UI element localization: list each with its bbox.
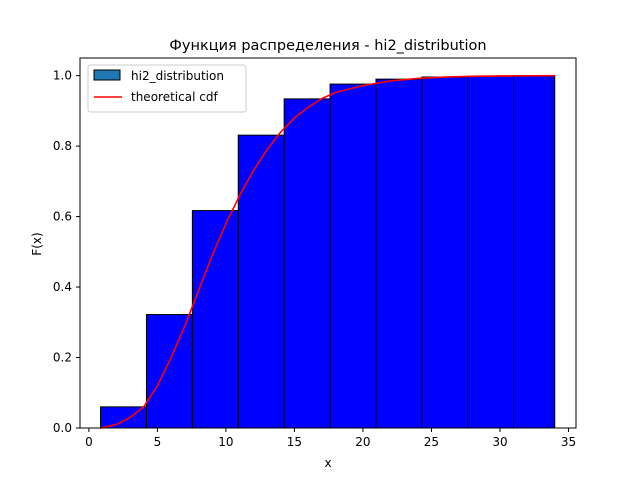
legend-box — [87, 64, 247, 113]
y-tick-label-3: 0.6 — [53, 210, 72, 224]
legend-label-histogram: hi2_distribution — [131, 69, 224, 83]
histogram-bar-4 — [237, 134, 285, 429]
x-axis-label: x — [324, 456, 331, 470]
histogram-bar-7 — [375, 78, 423, 429]
chart-title: Функция распределения - hi2_distribution — [169, 38, 486, 54]
y-tick-label-0: 0.0 — [53, 421, 72, 435]
x-tick-label-0: 0 — [85, 435, 93, 449]
histogram-bar-9 — [467, 75, 515, 429]
legend: hi2_distribution theoretical cdf — [87, 64, 247, 113]
histogram-bar-2 — [145, 314, 193, 429]
plot-frame — [79, 57, 577, 429]
legend-swatch-histogram — [93, 69, 121, 81]
x-tick-label-20: 20 — [355, 435, 370, 449]
histogram-bar-3 — [191, 210, 239, 429]
x-tick-label-15: 15 — [287, 435, 302, 449]
cdf-line-layer — [99, 74, 556, 429]
x-tick-label-25: 25 — [424, 435, 439, 449]
x-tick-label-35: 35 — [561, 435, 576, 449]
x-tick-label-5: 5 — [154, 435, 162, 449]
histogram-bar-10 — [513, 75, 556, 429]
histogram-bar-6 — [329, 83, 377, 429]
legend-label-line: theoretical cdf — [131, 90, 218, 104]
theoretical-cdf-line — [99, 74, 556, 429]
y-tick-label-1: 0.2 — [53, 351, 72, 365]
histogram-bar-8 — [421, 76, 469, 429]
y-tick-label-4: 0.8 — [53, 139, 72, 153]
y-tick-label-2: 0.4 — [53, 280, 72, 294]
histogram-bar-5 — [283, 98, 331, 429]
histogram-bars — [100, 75, 556, 429]
x-tick-label-10: 10 — [218, 435, 233, 449]
x-tick-label-30: 30 — [492, 435, 507, 449]
axes: 0 5 10 15 20 25 30 35 0.0 0.2 0.4 0.6 0.8 1.0 — [53, 57, 577, 449]
y-tick-label-5: 1.0 — [53, 69, 72, 83]
y-axis-label: F(x) — [30, 232, 44, 255]
